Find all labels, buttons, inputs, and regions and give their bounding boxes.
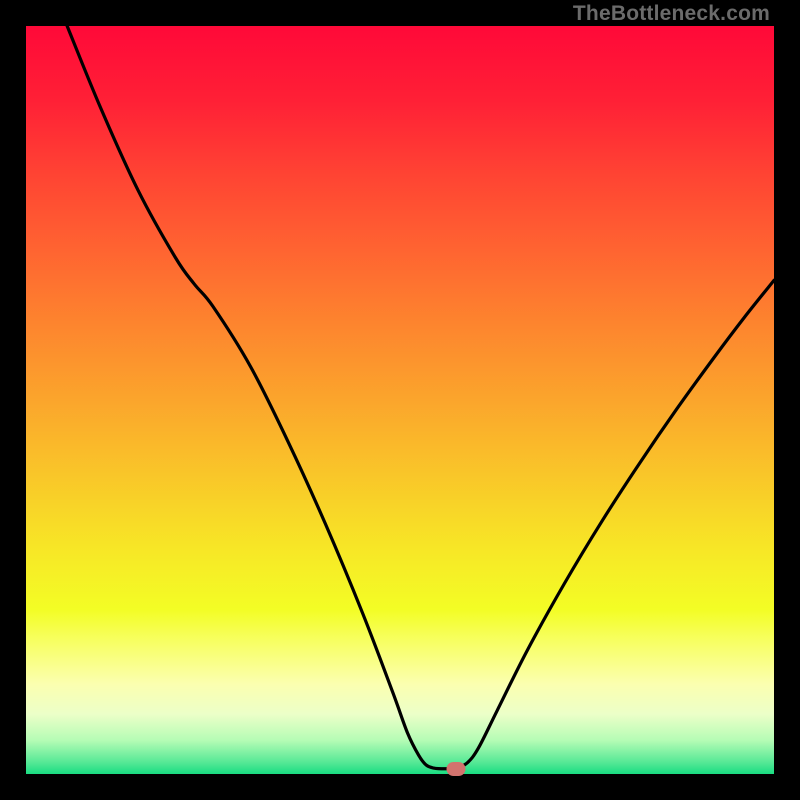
bottleneck-curve — [26, 26, 774, 774]
plot-area — [26, 26, 774, 774]
optimal-point-marker — [447, 762, 466, 776]
attribution-label: TheBottleneck.com — [573, 2, 770, 26]
chart-frame: TheBottleneck.com — [0, 0, 800, 800]
